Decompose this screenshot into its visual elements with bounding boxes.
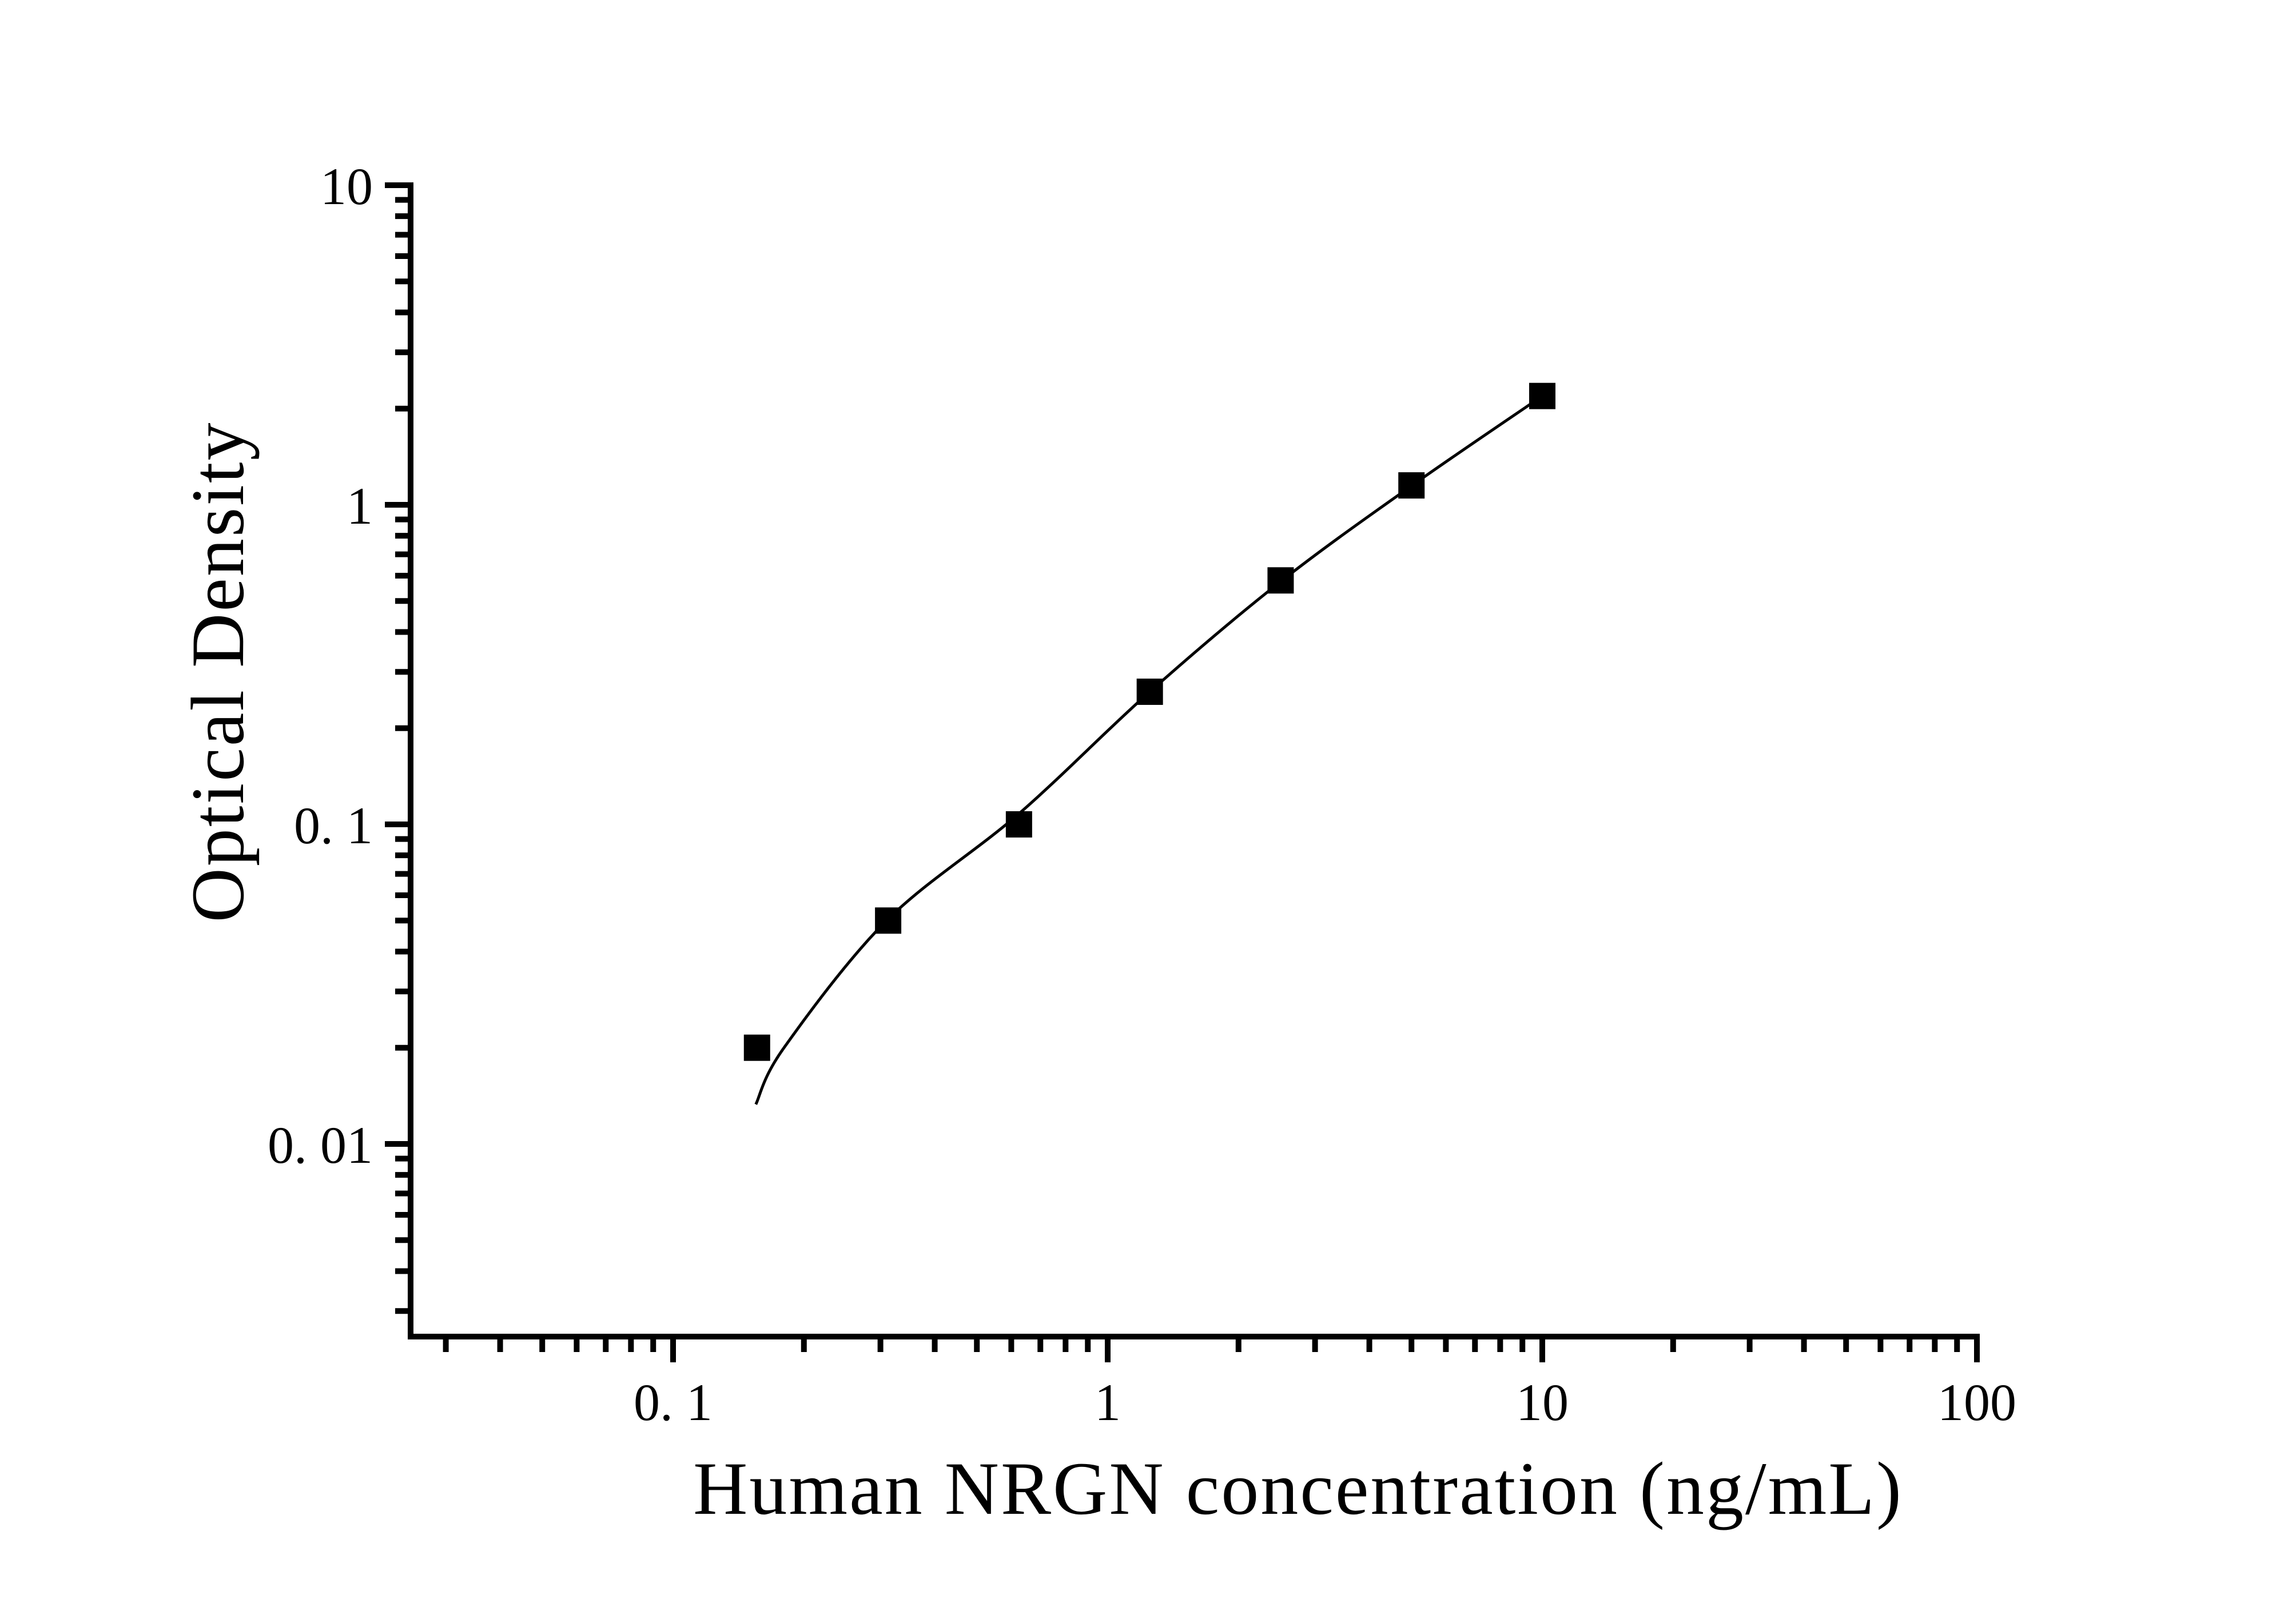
y-tick-label: 1	[347, 477, 373, 535]
x-tick-label: 10	[1516, 1373, 1569, 1431]
data-point-square	[875, 907, 902, 934]
y-tick-label: 0. 01	[268, 1116, 373, 1174]
x-tick-label: 100	[1937, 1373, 2016, 1431]
y-tick-label: 10	[320, 157, 373, 216]
fit-curve	[754, 394, 1543, 1105]
data-point-square	[1267, 567, 1294, 594]
x-axis-title: Human NRGN concentration (ng/mL)	[693, 1446, 1903, 1530]
data-point-square	[743, 1034, 770, 1061]
y-axis-title: Optical Density	[176, 421, 260, 922]
data-point-square	[1005, 811, 1032, 838]
x-tick-label: 0. 1	[634, 1373, 713, 1431]
y-tick-label: 0. 1	[294, 796, 373, 855]
data-point-square	[1398, 472, 1425, 499]
plot-area: 0. 1 1 10 100 10 1 0. 1 0. 01	[268, 157, 2016, 1431]
data-point-square	[1529, 382, 1555, 409]
data-point-square	[1136, 679, 1163, 705]
x-tick-label: 1	[1095, 1373, 1121, 1431]
